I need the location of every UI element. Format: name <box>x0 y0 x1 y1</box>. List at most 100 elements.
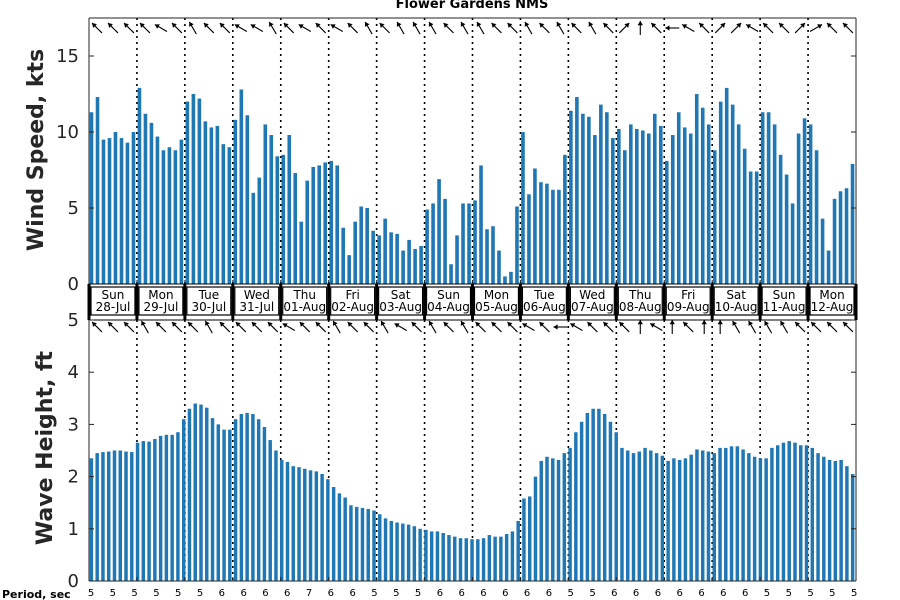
day-name: Tue <box>198 288 220 302</box>
bar <box>581 113 585 284</box>
bar <box>233 419 238 581</box>
day-date: 11-Aug <box>763 300 806 314</box>
period-value: 5 <box>807 588 813 599</box>
day-name: Sat <box>391 288 411 302</box>
bar <box>654 453 659 581</box>
bar <box>141 441 146 581</box>
bar <box>441 532 445 581</box>
wind-arrow-icon <box>267 321 279 333</box>
bar <box>682 127 687 284</box>
day-box <box>713 286 759 316</box>
period-value: 6 <box>437 588 443 599</box>
wind-arrow-icon <box>250 24 264 32</box>
bar <box>164 434 169 581</box>
bar <box>631 453 636 581</box>
bar <box>641 130 645 284</box>
period-title: Period, sec <box>2 588 71 600</box>
bar <box>770 447 774 581</box>
bar <box>366 508 370 581</box>
bar <box>620 447 624 581</box>
bar <box>314 471 319 581</box>
bar <box>389 520 394 581</box>
bar <box>343 497 347 581</box>
bar <box>101 139 106 284</box>
bar <box>808 124 813 285</box>
bar <box>646 133 651 284</box>
day-date: 01-Aug <box>283 300 326 314</box>
bar <box>269 135 274 284</box>
bar <box>437 179 441 284</box>
bar <box>170 434 174 581</box>
bar <box>395 233 399 284</box>
bar <box>670 135 675 284</box>
bar <box>545 456 549 581</box>
day-box <box>330 286 376 316</box>
bar <box>431 203 435 284</box>
bar <box>167 147 172 284</box>
period-value: 6 <box>655 588 661 599</box>
bar <box>425 209 429 284</box>
bar <box>222 429 226 581</box>
bar <box>516 520 520 581</box>
day-name: Mon <box>484 288 509 302</box>
y-tick-label: 4 <box>68 362 79 383</box>
bar <box>724 447 728 581</box>
wind-arrow-icon <box>587 321 598 333</box>
bar <box>845 466 849 581</box>
bar <box>591 408 595 581</box>
day-box <box>425 286 472 316</box>
day-box <box>569 286 615 316</box>
day-box <box>282 286 328 316</box>
bar <box>143 113 148 284</box>
wind-arrow-icon <box>282 323 296 331</box>
bar <box>718 101 723 284</box>
bar <box>124 451 128 581</box>
bar <box>349 505 353 581</box>
wind-speed-axis-label: Wind Speed, kts <box>24 49 49 251</box>
bar <box>137 87 142 284</box>
bar <box>574 432 578 581</box>
day-name: Sat <box>726 288 746 302</box>
bar <box>504 534 509 581</box>
bar <box>281 154 286 284</box>
bar <box>784 174 789 284</box>
wind-arrow-icon <box>698 22 710 34</box>
day-date: 05-Aug <box>475 300 518 314</box>
bar <box>804 445 809 581</box>
bar <box>522 498 526 581</box>
bar <box>643 447 647 581</box>
wind-arrow-icon <box>251 321 263 333</box>
period-value: 6 <box>546 588 552 599</box>
bar <box>816 453 820 581</box>
bar <box>239 89 244 284</box>
wind-arrow-icon <box>330 24 344 32</box>
bar <box>464 538 468 581</box>
bar <box>832 198 837 284</box>
bar <box>228 429 232 581</box>
bar <box>793 442 797 581</box>
wind-arrow-icon <box>203 22 215 34</box>
bar <box>569 110 573 284</box>
day-date: 12-Aug <box>811 300 854 314</box>
bar <box>510 531 515 581</box>
bar <box>822 456 826 581</box>
day-box <box>665 286 711 316</box>
bar <box>419 246 423 284</box>
bar <box>95 453 99 581</box>
bar <box>729 446 734 581</box>
bar <box>509 271 513 284</box>
bar <box>227 147 232 284</box>
bar <box>176 432 180 581</box>
bar <box>106 451 111 581</box>
bar <box>354 506 359 581</box>
bar <box>449 264 453 284</box>
bar <box>752 456 757 581</box>
wind-arrow-icon <box>748 320 757 334</box>
bar <box>539 182 543 284</box>
bar <box>533 476 538 581</box>
wind-arrow-icon <box>507 22 518 34</box>
bar <box>262 427 267 581</box>
wind-arrow-icon <box>618 22 630 34</box>
bar <box>470 539 474 581</box>
wind-arrow-icon <box>411 321 422 333</box>
